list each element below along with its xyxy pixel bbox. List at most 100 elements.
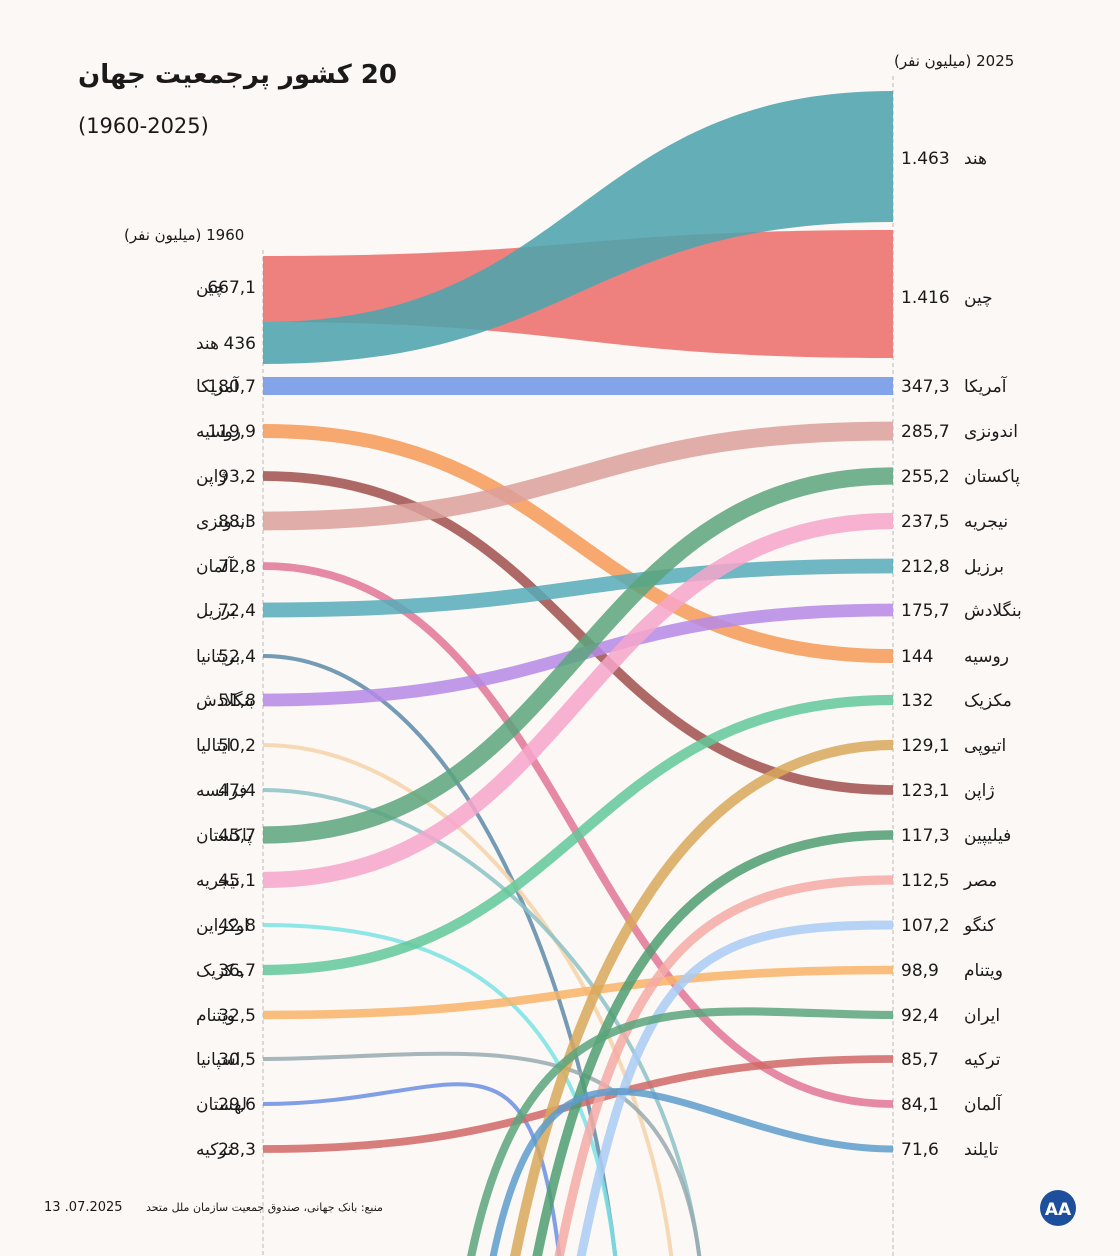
right-country-label: کنگو <box>963 915 996 936</box>
link-russia <box>262 424 894 663</box>
left-country-label: اندونزی <box>196 512 250 532</box>
right-country-label: نیجریه <box>964 512 1008 532</box>
left-country-label: نیجریه <box>196 871 240 891</box>
link-france <box>262 788 702 1256</box>
right-value-label: 237,5 <box>901 512 950 532</box>
left-value-label: 93,2 <box>218 467 256 487</box>
right-value-label: 144 <box>901 647 933 667</box>
right-country-label: هند <box>964 149 987 169</box>
left-value-label: 119,9 <box>207 422 256 442</box>
left-value-label: 72,8 <box>218 557 256 577</box>
right-country-label: اتیوپی <box>964 736 1006 756</box>
left-country-label: پاکستان <box>196 826 252 846</box>
right-country-label: آلمان <box>964 1093 1003 1115</box>
right-value-label: 347,3 <box>901 377 950 397</box>
right-value-label: 175,7 <box>901 601 950 621</box>
right-country-label: مکزیک <box>964 691 1012 711</box>
left-value-label: 50,2 <box>218 736 256 756</box>
right-country-label: فیلیپین <box>964 826 1011 846</box>
left-value-label: 51,8 <box>218 691 256 711</box>
link-nigeria <box>262 512 894 889</box>
link-brazil <box>262 558 894 618</box>
right-value-label: 107,2 <box>901 916 950 936</box>
page-title: 20 کشور پرجمعیت جهان <box>78 60 397 90</box>
right-country-label: برزیل <box>964 557 1004 577</box>
right-value-label: 212,8 <box>901 557 950 577</box>
left-country-label: آلمان <box>196 555 235 577</box>
left-country-label: ویتنام <box>196 1006 235 1026</box>
right-value-label: 112,5 <box>901 871 950 891</box>
left-country-label: ژاپن <box>196 467 227 487</box>
right-value-label: 129,1 <box>901 736 950 756</box>
left-value-label: 28,3 <box>218 1140 256 1160</box>
right-country-label: آمریکا <box>964 375 1008 397</box>
right-value-label: 1.463 <box>901 149 950 169</box>
left-country-label: لهستان <box>196 1095 247 1115</box>
left-value-label: 88,3 <box>218 512 256 532</box>
right-country-label: مصر <box>963 871 997 891</box>
right-value-label: 255,2 <box>901 467 950 487</box>
left-country-label: فرانسه <box>196 781 247 801</box>
right-country-label: ویتنام <box>964 961 1003 981</box>
aa-logo: AA <box>1040 1190 1076 1226</box>
link-poland <box>262 1082 562 1256</box>
right-country-label: اندونزی <box>964 422 1018 442</box>
right-value-label: 123,1 <box>901 781 950 801</box>
link-indonesia <box>262 421 894 531</box>
left-value-label: 32,5 <box>218 1006 256 1026</box>
link-philippines <box>532 830 894 1256</box>
right-value-label: 92,4 <box>901 1006 939 1026</box>
right-value-label: 117,3 <box>901 826 950 846</box>
publish-date: 13 .07.2025 <box>44 1200 123 1215</box>
page-subtitle: (1960-2025) <box>78 114 209 138</box>
left-country-label: هند <box>196 334 219 354</box>
link-vietnam <box>262 965 894 1020</box>
right-country-label: ژاپن <box>964 781 995 801</box>
left-value-label: 42,8 <box>218 916 256 936</box>
right-value-label: 71,6 <box>901 1140 939 1160</box>
left-country-label: ترکیه <box>196 1140 233 1160</box>
left-country-label: بنگلادش <box>196 690 254 711</box>
left-value-label: 52,4 <box>218 647 256 667</box>
right-value-label: 1.416 <box>901 288 950 308</box>
link-congo <box>576 920 894 1256</box>
right-country-label: بنگلادش <box>964 600 1022 621</box>
left-value-label: 36,7 <box>218 961 256 981</box>
left-value-label: 436 <box>224 334 256 354</box>
link-thailand <box>489 1088 894 1256</box>
right-country-label: ترکیه <box>964 1050 1001 1070</box>
left-country-label: بریتانیا <box>196 647 240 667</box>
link-mexico <box>262 694 894 976</box>
link-china <box>263 230 893 358</box>
right-country-label: پاکستان <box>964 467 1020 487</box>
left-axis-header: 1960 (میلیون نفر) <box>124 226 245 244</box>
left-value-label: 180,7 <box>207 377 256 397</box>
right-country-label: چین <box>964 288 993 308</box>
right-country-label: ایران <box>964 1006 1000 1026</box>
link-italy <box>262 743 674 1256</box>
link-iran <box>467 1007 894 1256</box>
right-country-label: تایلند <box>964 1140 999 1160</box>
right-value-label: 285,7 <box>901 422 950 442</box>
left-country-label: روسیه <box>196 422 241 442</box>
right-value-label: 84,1 <box>901 1095 939 1115</box>
right-country-label: روسیه <box>964 647 1009 667</box>
link-pakistan <box>262 467 894 844</box>
link-india <box>263 91 893 364</box>
left-country-label: برزیل <box>196 601 236 621</box>
source-note: منبع: بانک جهانی، صندوق جمعیت سازمان ملل… <box>146 1201 383 1214</box>
right-value-label: 85,7 <box>901 1050 939 1070</box>
link-ethiopia <box>510 739 894 1256</box>
left-value-label: 72,4 <box>218 601 256 621</box>
left-value-label: 29,6 <box>218 1095 256 1115</box>
left-country-label: اوکراین <box>196 916 249 936</box>
left-value-label: 45,7 <box>218 826 256 846</box>
right-value-label: 98,9 <box>901 961 939 981</box>
link-egypt <box>554 875 894 1256</box>
left-value-label: 47,4 <box>218 781 256 801</box>
left-country-label: ایتالیا <box>196 736 231 756</box>
left-country-label: چین <box>196 278 225 298</box>
left-country-label: آمریکا <box>196 375 240 397</box>
left-country-label: اسپانیا <box>196 1050 240 1070</box>
